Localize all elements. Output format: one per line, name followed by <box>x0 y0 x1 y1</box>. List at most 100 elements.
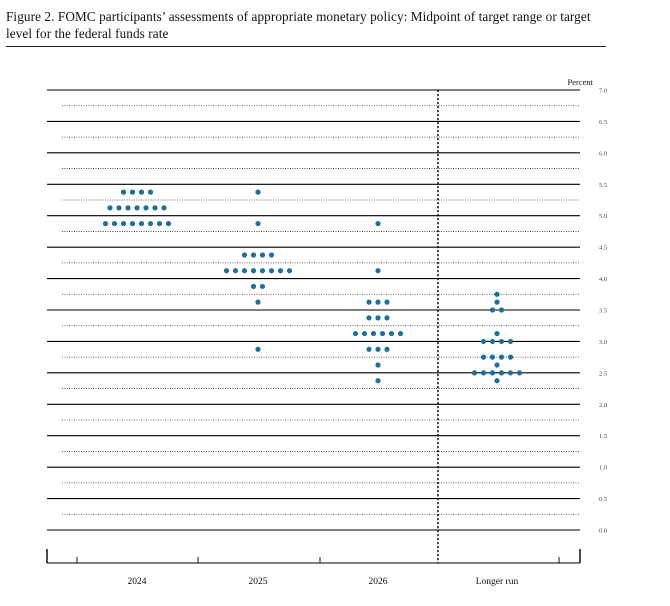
participant-dot <box>250 268 257 274</box>
participant-dot <box>507 338 514 345</box>
participant-dot <box>255 220 261 227</box>
participant-dot <box>375 220 381 227</box>
participant-dot <box>156 220 163 227</box>
participant-dot <box>375 346 381 352</box>
x-tick-label: Longer run <box>476 577 519 587</box>
participant-dot <box>498 307 505 313</box>
participant-dot <box>498 338 505 345</box>
y-tick-label: 4.5 <box>599 245 607 252</box>
participant-dot <box>494 330 500 337</box>
participant-dot <box>480 370 487 376</box>
participant-dot <box>366 299 372 305</box>
y-tick-label: 1.0 <box>599 465 607 472</box>
participant-dot <box>129 189 136 195</box>
participant-dot <box>250 252 257 258</box>
participant-dot <box>366 315 372 321</box>
x-tick-label: 2026 <box>369 577 388 587</box>
participant-dot <box>384 346 390 352</box>
participant-dot <box>375 315 381 321</box>
participant-dot <box>250 283 257 290</box>
participant-dot <box>165 220 172 227</box>
participant-dot <box>120 189 127 195</box>
participant-dot <box>507 354 514 360</box>
y-tick-label: 3.5 <box>599 308 607 315</box>
participant-dot <box>375 378 381 384</box>
participant-dot <box>111 220 118 227</box>
title-rule <box>6 46 606 47</box>
participant-dot <box>489 338 496 345</box>
participant-dot <box>255 346 261 352</box>
participant-dot <box>516 370 523 376</box>
participant-dot <box>494 362 500 368</box>
participant-dot <box>384 315 390 321</box>
figure-title: Figure 2. FOMC participants’ assessments… <box>6 9 591 41</box>
y-tick-label: 5.5 <box>599 182 607 189</box>
participant-dot <box>138 220 145 227</box>
participant-dot <box>366 346 372 352</box>
dots <box>102 189 523 384</box>
participant-dot <box>286 268 293 274</box>
y-tick-label: 6.0 <box>599 150 607 157</box>
x-tick-label: 2024 <box>128 577 147 587</box>
participant-dot <box>277 268 284 274</box>
y-tick-label: 0.0 <box>599 528 607 535</box>
participant-dot <box>152 205 158 211</box>
participant-dot <box>379 330 386 337</box>
y-axis-label: Percent <box>568 77 594 87</box>
participant-dot <box>232 268 239 274</box>
y-tick-label: 3.0 <box>599 339 607 346</box>
participant-dot <box>397 330 404 337</box>
participant-dot <box>507 370 514 376</box>
participant-dot <box>116 205 122 211</box>
participant-dot <box>489 354 496 360</box>
participant-dot <box>134 205 140 211</box>
y-tick-label: 5.0 <box>599 213 607 220</box>
participant-dot <box>268 268 275 274</box>
participant-dot <box>102 220 109 227</box>
gridlines <box>47 89 580 531</box>
axes: 0.0 0.5 1.0 1.5 2.0 2.5 3.0 3.5 4.0 4.5 5.0 5.5 6.0 6… <box>46 77 607 587</box>
participant-dot <box>107 205 113 211</box>
x-tick-label: 2025 <box>249 577 268 587</box>
participant-dot <box>120 220 127 227</box>
participant-dot <box>471 370 478 376</box>
participant-dot <box>370 330 377 337</box>
participant-dot <box>388 330 395 337</box>
participant-dot <box>138 189 145 195</box>
participant-dot <box>147 189 154 195</box>
participant-dot <box>161 205 167 211</box>
participant-dot <box>259 252 266 258</box>
participant-dot <box>375 299 381 305</box>
participant-dot <box>494 299 500 305</box>
participant-dot <box>352 330 359 337</box>
participant-dot <box>125 205 131 211</box>
participant-dot <box>259 283 266 290</box>
y-tick-label: 4.0 <box>599 276 607 283</box>
participant-dot <box>494 291 500 297</box>
y-tick-label: 1.5 <box>599 433 607 440</box>
participant-dot <box>268 252 275 258</box>
participant-dot <box>129 220 136 227</box>
y-tick-label: 0.5 <box>599 496 607 503</box>
participant-dot <box>494 378 500 384</box>
participant-dot <box>384 299 390 305</box>
participant-dot <box>375 362 381 368</box>
participant-dot <box>241 268 248 274</box>
participant-dot <box>361 330 368 337</box>
participant-dot <box>498 370 505 376</box>
participant-dot <box>480 354 487 360</box>
participant-dot <box>480 338 487 345</box>
participant-dot <box>147 220 154 227</box>
participant-dot <box>241 252 248 258</box>
participant-dot <box>223 268 230 274</box>
participant-dot <box>259 268 266 274</box>
participant-dot <box>498 354 505 360</box>
participant-dot <box>255 189 261 195</box>
participant-dot <box>489 307 496 313</box>
y-tick-label: 2.5 <box>599 370 607 377</box>
y-tick-label: 2.0 <box>599 402 607 409</box>
participant-dot <box>255 299 261 305</box>
participant-dot <box>375 268 381 274</box>
y-tick-label: 7.0 <box>599 88 607 95</box>
